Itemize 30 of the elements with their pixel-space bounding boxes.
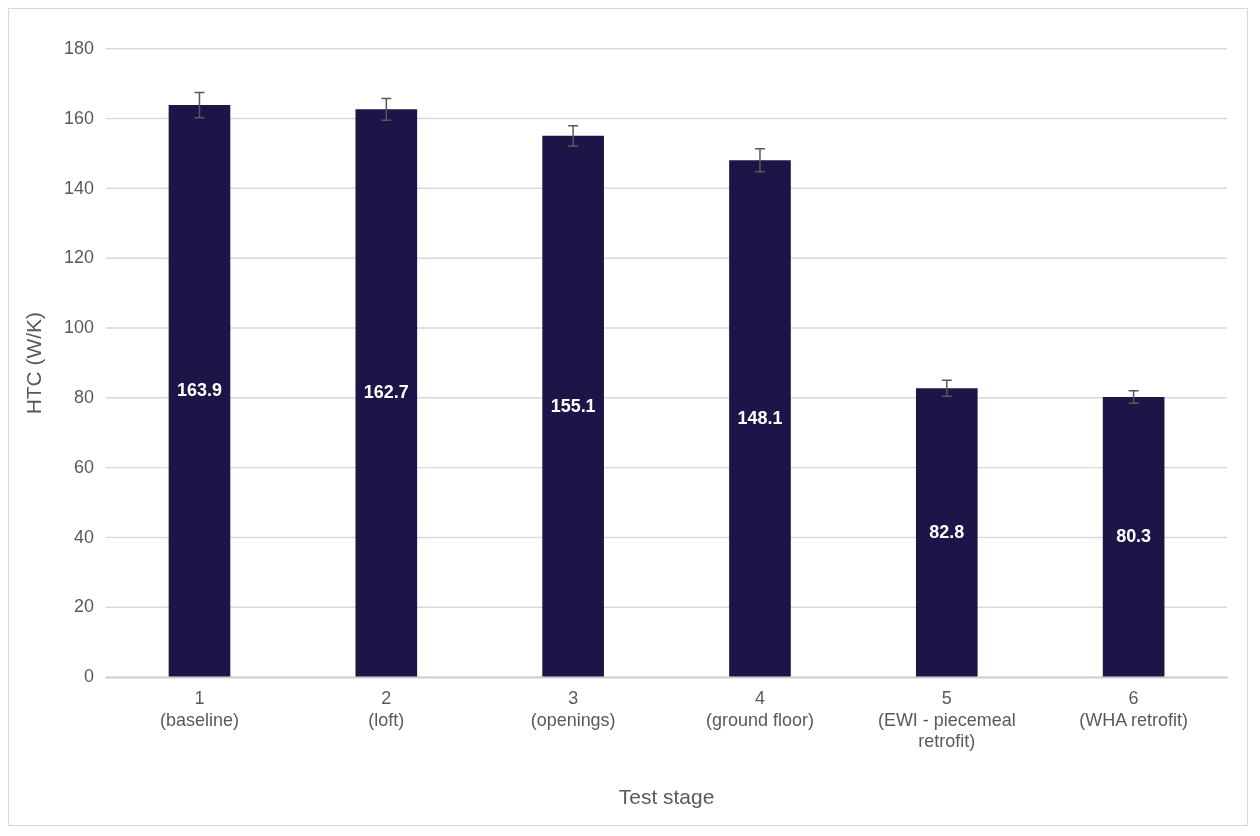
data-label: 162.7 <box>363 382 409 403</box>
y-tick-label: 160 <box>64 107 95 128</box>
data-label: 148.1 <box>737 407 783 428</box>
y-tick-label: 0 <box>84 666 95 687</box>
y-tick-label: 80 <box>74 387 95 407</box>
x-tick-label: 3 (openings) <box>530 688 616 730</box>
bar <box>1102 397 1165 677</box>
bar <box>168 105 231 677</box>
y-tick-label: 180 <box>64 37 95 58</box>
bar <box>729 160 791 677</box>
data-label: 155.1 <box>550 395 596 416</box>
y-tick-label: 140 <box>64 177 95 198</box>
bar <box>915 388 978 677</box>
data-label: 82.8 <box>929 521 965 542</box>
x-tick-label: 4 (ground floor) <box>706 688 814 730</box>
y-tick-label: 60 <box>74 456 95 477</box>
x-tick-label: 5 (EWI - piecemeal retrofit) <box>877 688 1016 752</box>
y-tick-label: 40 <box>74 526 95 547</box>
data-label: 163.9 <box>177 380 222 401</box>
bar <box>355 109 418 677</box>
y-tick-label: 20 <box>74 596 95 617</box>
x-tick-label: 1 (baseline) <box>160 688 239 730</box>
bar <box>542 135 604 677</box>
data-label: 80.3 <box>1116 526 1152 547</box>
y-tick-label: 100 <box>64 317 95 338</box>
x-tick-label: 2 (loft) <box>368 688 405 730</box>
y-axis-title: HTC (W/K) <box>22 311 46 415</box>
x-axis-title: Test stage <box>618 785 715 809</box>
y-tick-label: 120 <box>64 247 95 268</box>
x-tick-label: 6 (WHA retrofit) <box>1079 688 1188 730</box>
